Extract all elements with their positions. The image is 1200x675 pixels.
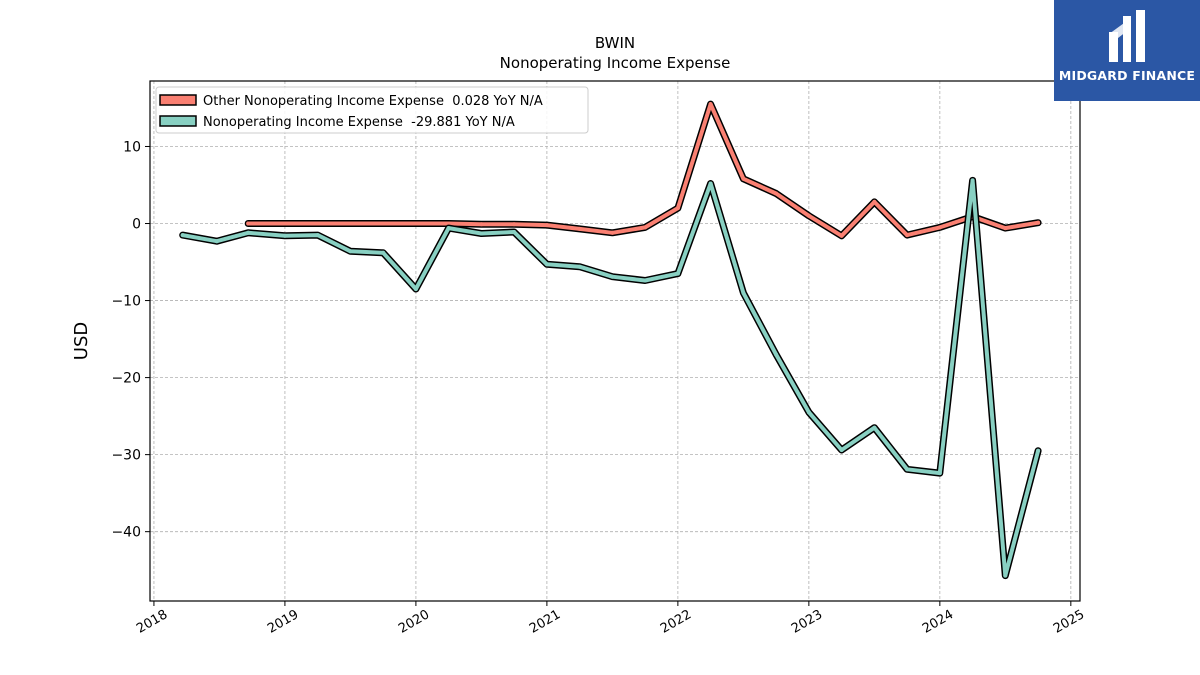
y-tick-label: −30 [111,448,141,464]
series-2-point [446,226,451,231]
series-1-point [1036,220,1041,225]
logo-text: MIDGARD FINANCE [1058,68,1196,83]
series-1-point [675,206,680,211]
series-1-point [577,226,582,231]
series-1-point [872,199,877,204]
legend-swatch-2 [159,115,197,127]
series-2-point [643,278,648,283]
series-2-point [610,274,615,279]
series-1-point [544,223,549,228]
x-tick-label: 2023 [789,607,825,637]
series-1-point [381,221,386,226]
series-2-point [315,233,320,238]
logo-mark-icon [1109,10,1145,62]
legend-swatch-1 [159,94,197,106]
ticks: 2018 2019 2020 2021 2022 2023 2024 2025 10 0 −10 −2… [111,139,1087,636]
legend-label-1: Other Nonoperating Income Expense 0.028 … [203,94,543,109]
series-2-point [839,448,844,452]
plot-frame [149,80,1081,602]
series-2-point [708,181,713,186]
series-2-point [741,290,746,295]
series-2-point [1003,573,1008,578]
series-1-point [839,233,844,238]
brand-logo: MIDGARD FINANCE [1054,0,1200,101]
series-2-point [246,230,251,235]
x-tick-label: 2024 [920,607,956,637]
y-tick-label: −10 [111,294,141,310]
x-tick-label: 2019 [265,607,301,637]
y-tick-label: −20 [111,371,141,387]
grid [150,81,1080,601]
series-2-point [512,230,517,234]
series-1-point [315,221,320,226]
series-1-point [1003,226,1008,231]
y-axis-label: USD [71,322,92,360]
legend-box [155,86,589,134]
series-2-point [282,233,287,238]
series-2-point [937,471,942,476]
series-2-point [970,178,975,183]
series-1-point [741,176,746,181]
legend-label-2: Nonoperating Income Expense -29.881 YoY … [203,115,515,130]
series-1-point [413,221,418,226]
series-1-point [806,213,811,218]
series-layer [179,100,1042,580]
series-2-point [348,249,353,254]
series-outline-2 [179,176,1042,580]
series-2-point [872,425,877,430]
y-tick-label: 10 [123,139,141,155]
series-2-point [806,410,811,415]
x-tick-label: 2022 [658,607,694,637]
series-1-point [246,221,251,226]
x-tick-label: 2025 [1051,607,1087,637]
series-1-point [446,221,451,226]
series-2-point [1036,448,1041,453]
series-1-point [937,225,942,230]
series-2-point [479,231,484,236]
series-2-point [214,239,219,244]
series-line-2 [180,178,1041,578]
chart-title: BWIN [595,34,635,52]
series-2-point [381,250,386,255]
series-2-point [180,233,185,238]
series-2-point [675,271,680,276]
series-1-point [643,225,648,230]
series-2-point [577,264,582,269]
series-1-point [905,233,910,238]
series-1-point [610,230,615,235]
series-1-point [348,221,353,226]
series-1-point [282,221,287,226]
y-tick-label: 0 [132,217,141,233]
series-2-point [413,287,418,291]
series-1-point [708,102,713,107]
x-tick-label: 2021 [527,607,563,637]
series-2-point [905,467,910,472]
x-tick-label: 2018 [134,607,170,637]
series-2-point [774,352,779,357]
series-1-point [512,222,517,227]
y-tick-label: −40 [111,525,141,541]
series-1-point [479,222,484,227]
series-1-point [774,191,779,196]
legend: Other Nonoperating Income Expense 0.028 … [155,86,589,134]
chart-subtitle: Nonoperating Income Expense [500,54,731,72]
x-tick-label: 2020 [396,607,432,637]
series-2-point [544,262,549,267]
